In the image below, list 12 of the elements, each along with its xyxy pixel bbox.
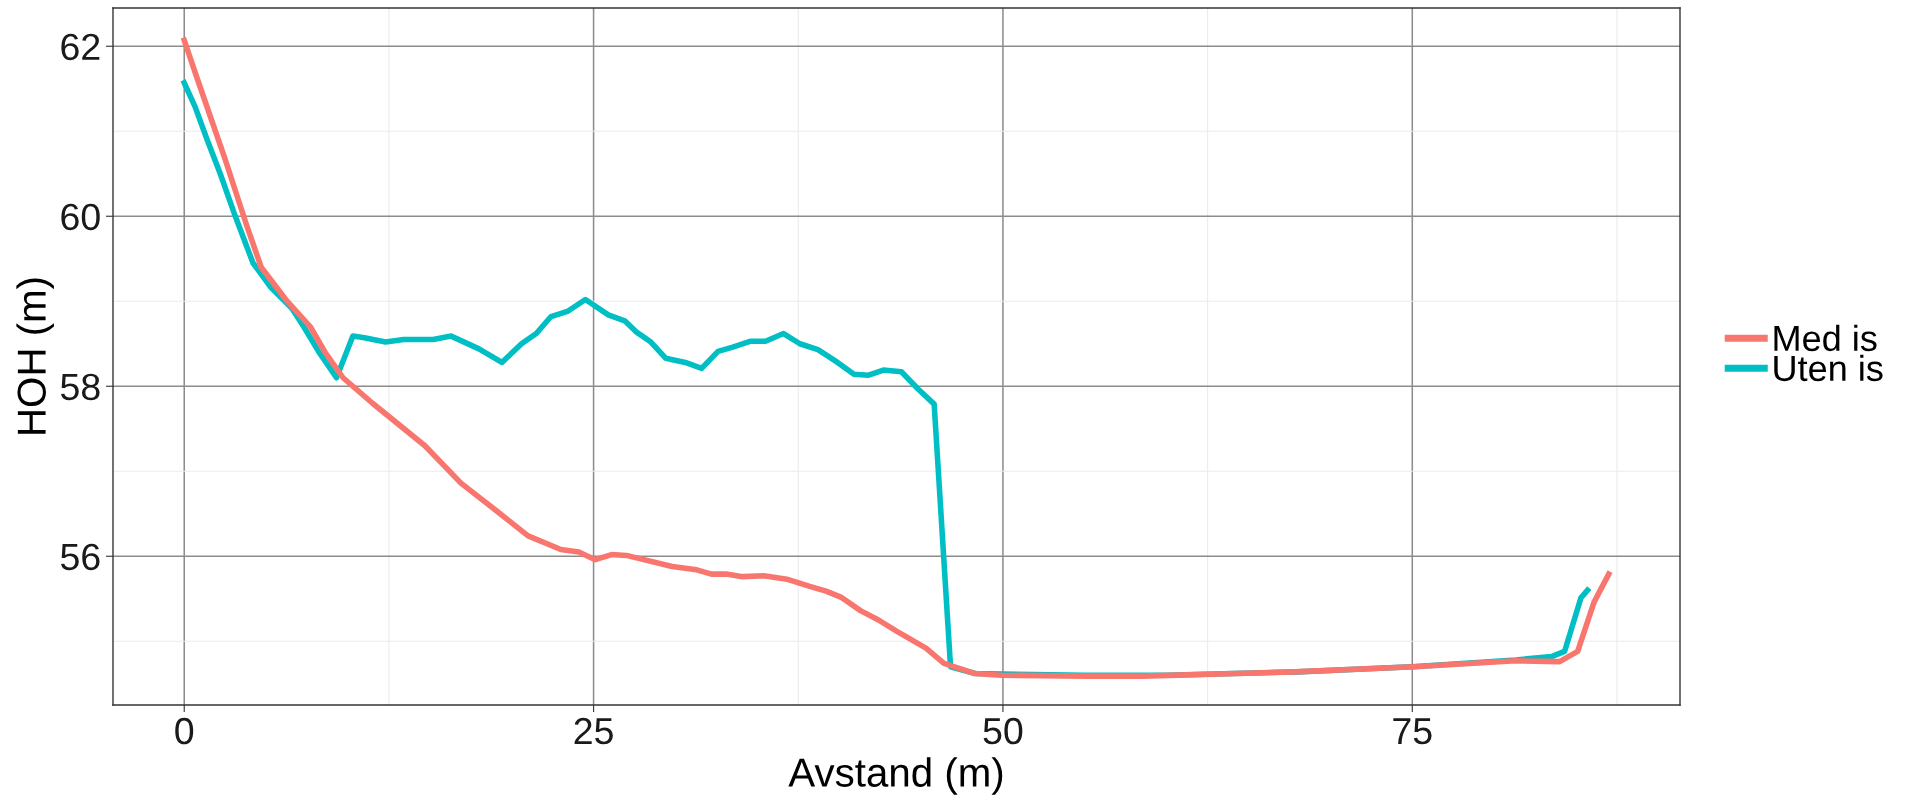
y-tick-label: 60	[61, 203, 100, 231]
x-tick-label: 75	[1393, 718, 1432, 745]
x-tick-label: 25	[574, 717, 613, 745]
legend-label: Uten is	[1774, 354, 1883, 382]
y-tick-label: 58	[60, 373, 100, 401]
x-tick-label: 0	[175, 717, 194, 745]
y-tick-label: 62	[61, 33, 100, 61]
legend-label: Med is	[1774, 324, 1877, 352]
x-axis-title: Avstand (m)	[788, 757, 1003, 795]
y-tick-label: 56	[60, 543, 100, 571]
x-tick-label: 50	[983, 717, 1023, 745]
y-axis-title: HOH (m)	[16, 278, 54, 434]
